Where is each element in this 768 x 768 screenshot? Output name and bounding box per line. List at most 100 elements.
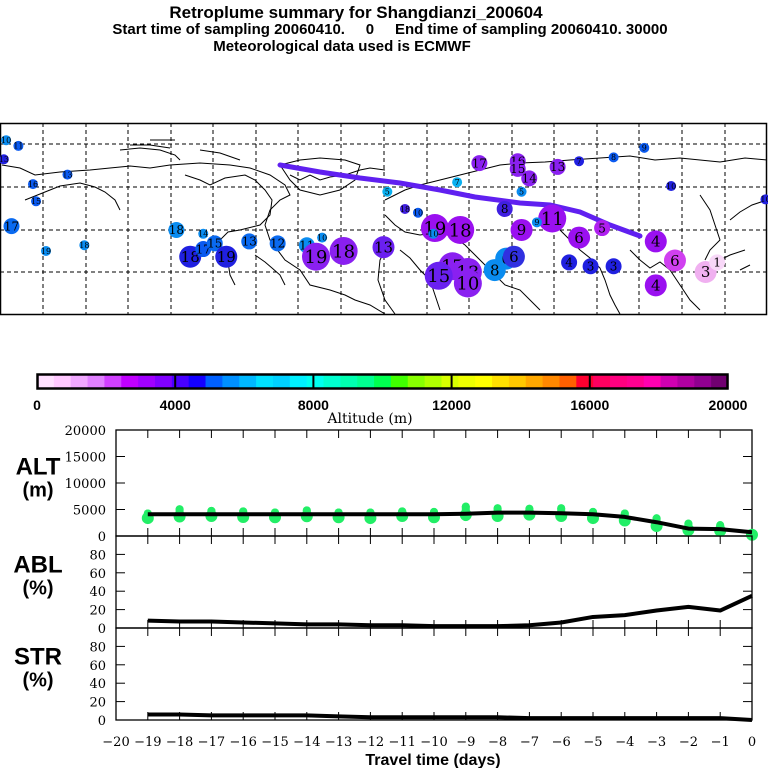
cluster-day-label: 8: [490, 261, 500, 279]
cluster-marker: 6: [663, 249, 686, 272]
cluster-marker: 7: [452, 177, 463, 188]
colorbar-cell: [626, 375, 645, 389]
cluster-day-label: 10: [413, 209, 423, 218]
cluster-circle: [502, 245, 525, 268]
cluster-marker: 15: [31, 196, 41, 207]
cluster-circle: [452, 177, 463, 188]
y-tick-label: 0: [98, 714, 106, 729]
colorbar-cell: [239, 375, 257, 389]
cluster-marker: 17: [3, 218, 20, 235]
cluster-day-label: 4: [651, 233, 661, 251]
cluster-circle: [760, 194, 768, 205]
x-tick-label: −19: [134, 735, 161, 750]
cluster-circle: [428, 228, 439, 239]
cluster-marker: 13: [549, 158, 566, 175]
x-tick-label: −13: [325, 735, 352, 750]
cluster-circle: [453, 269, 482, 298]
cluster-day-label: 10: [666, 182, 676, 191]
cluster-circle: [639, 142, 650, 153]
x-tick-label: −2: [679, 735, 698, 750]
cluster-marker: 9: [531, 217, 542, 228]
x-tick-label: −5: [583, 735, 602, 750]
cluster-day-label: 11: [13, 142, 23, 151]
cluster-marker: 13: [0, 154, 9, 165]
series-line-abl: [147, 593, 753, 629]
colorbar-cell: [475, 375, 493, 389]
colorbar-title: Altitude (m): [326, 411, 412, 427]
colorbar-cell: [104, 375, 122, 389]
cluster-marker: 18: [446, 215, 475, 244]
colorbar-cell: [205, 375, 223, 389]
cluster-day-label: 12: [270, 237, 285, 251]
cluster-circle: [206, 235, 223, 252]
cluster-day-label: 13: [550, 160, 565, 174]
colorbar-cell: [256, 375, 274, 389]
y-tick-label: 80: [89, 640, 106, 655]
cluster-day-label: 15: [510, 162, 525, 176]
cluster-marker: 13: [241, 233, 258, 250]
cluster-circle: [594, 220, 611, 237]
scatter-point: [684, 519, 693, 528]
panel-ylabel: STR: [14, 644, 62, 671]
colorbar-cell: [660, 375, 679, 389]
panel-ylabel-unit: (m): [22, 480, 53, 502]
cluster-circle: [709, 254, 726, 271]
y-tick-label: 20: [89, 604, 106, 619]
colorbar-cell: [138, 375, 156, 389]
altitude-scatter-cluster: [141, 509, 154, 525]
cluster-circle: [582, 258, 599, 275]
cluster-day-label: 17: [472, 156, 487, 170]
cluster-marker: 13: [62, 169, 73, 180]
cluster-marker: 17: [471, 155, 488, 172]
x-tick-label: −6: [552, 735, 571, 750]
colorbar-tick-label: 12000: [432, 397, 471, 413]
cluster-circle: [1, 135, 12, 146]
cluster-circle: [3, 218, 20, 235]
colorbar-tick-label: 0: [33, 397, 41, 413]
y-tick-label: 10000: [65, 477, 106, 492]
cluster-day-label: 18: [181, 248, 200, 266]
cluster-circle: [608, 152, 619, 163]
x-tick-label: −8: [488, 735, 507, 750]
colorbar-tick-label: 8000: [298, 397, 329, 413]
cluster-day-label: 19: [305, 247, 328, 268]
y-tick-label: 20000: [65, 424, 106, 439]
cluster-marker: 6: [502, 245, 525, 268]
x-tick-label: −11: [388, 735, 415, 750]
y-tick-label: 0: [98, 530, 106, 545]
scatter-point: [461, 502, 470, 511]
cluster-day-label: 17: [4, 219, 19, 233]
cluster-circle: [510, 218, 533, 241]
chart-title: Retroplume summary for Shangdianzi_20060…: [169, 3, 543, 22]
cluster-circle: [302, 242, 331, 271]
colorbar-cell: [121, 375, 139, 389]
cluster-circle: [561, 254, 578, 271]
cluster-marker: 11: [538, 204, 567, 233]
cluster-day-label: 3: [587, 259, 595, 273]
cluster-circle: [241, 233, 258, 250]
cluster-circle: [521, 170, 538, 187]
x-tick-label: −14: [293, 735, 320, 750]
cluster-circle: [605, 258, 622, 275]
cluster-circle: [413, 207, 424, 218]
cluster-circle: [382, 186, 393, 197]
cluster-marker: 18: [168, 221, 185, 238]
cluster-day-label: 14: [522, 172, 538, 186]
sampling-time-subtitle: Start time of sampling 20060410. 0 End t…: [112, 21, 668, 38]
colorbar-cell: [593, 375, 611, 389]
cluster-circle: [446, 215, 475, 244]
cluster-circle: [198, 228, 209, 239]
cluster-day-label: 18: [400, 205, 410, 214]
x-tick-label: −18: [166, 735, 193, 750]
colorbar-cell: [711, 375, 729, 389]
cluster-circle: [516, 186, 527, 197]
scatter-point: [175, 505, 184, 514]
cluster-circle: [644, 230, 667, 253]
colorbar-cell: [542, 375, 561, 389]
panel-ylabel-unit: (%): [22, 670, 53, 692]
y-tick-label: 40: [89, 677, 106, 692]
cluster-marker: 10: [666, 181, 676, 192]
cluster-marker: 10: [453, 269, 482, 298]
cluster-day-label: 18: [449, 220, 472, 241]
